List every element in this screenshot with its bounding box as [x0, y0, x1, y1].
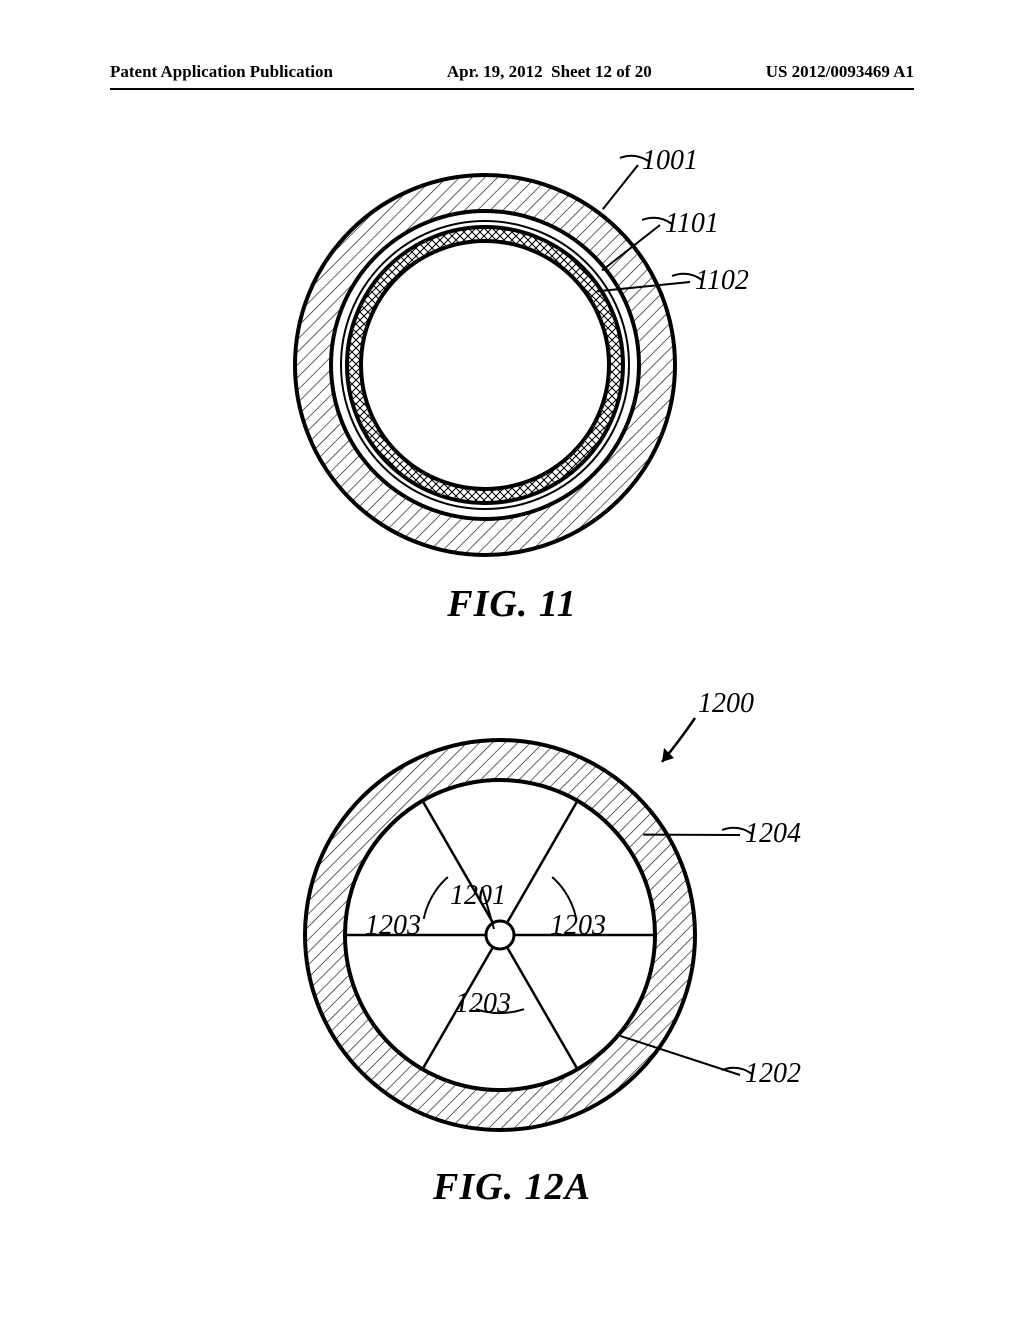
figure-11-caption: FIG. 11	[0, 582, 1024, 626]
ref-1201: 1201	[450, 880, 506, 912]
ref-1203-left: 1203	[365, 910, 421, 942]
ref-1200: 1200	[698, 688, 754, 720]
figure-11-caption-area: FIG. 11	[0, 582, 1024, 626]
ref-1101: 1101	[665, 208, 719, 240]
figure-12a-caption-area: FIG. 12A	[0, 1165, 1024, 1209]
figures-svg	[0, 0, 1024, 1320]
ref-1001: 1001	[642, 145, 698, 177]
ref-1203-right: 1203	[550, 910, 606, 942]
ref-1202: 1202	[745, 1058, 801, 1090]
ref-1102: 1102	[695, 265, 749, 297]
ref-1203-bottom: 1203	[455, 988, 511, 1020]
figure-11	[295, 156, 702, 555]
ref-1204: 1204	[745, 818, 801, 850]
figure-12a-caption: FIG. 12A	[0, 1165, 1024, 1209]
